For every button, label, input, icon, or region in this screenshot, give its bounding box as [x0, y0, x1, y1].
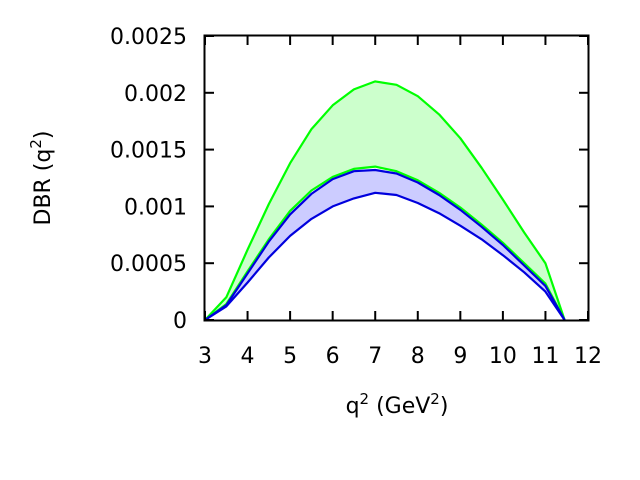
x-axis-label: q2 (GeV2) [346, 390, 449, 419]
x-tick-label: 4 [241, 344, 255, 369]
x-tick-label: 9 [453, 344, 467, 369]
y-axis-label: DBR (q2) [27, 130, 56, 225]
x-axis-label-var-sup: 2 [360, 390, 370, 408]
band-0-fill [205, 81, 565, 321]
ticks-layer [204, 35, 589, 321]
y-axis-label-sup: 2 [27, 139, 45, 149]
y-tick-label: 0.0005 [110, 252, 187, 277]
x-tick-label: 11 [531, 344, 559, 369]
x-axis-label-unit-sup: 2 [430, 390, 440, 408]
plot-frame [203, 34, 590, 322]
x-tick-label: 3 [198, 344, 212, 369]
band-0-upper-line [204, 80, 566, 321]
x-axis-label-unit-close: ) [440, 394, 449, 419]
x-tick-label: 5 [283, 344, 297, 369]
y-tick-label: 0.0015 [110, 139, 187, 164]
x-tick-label: 10 [489, 344, 517, 369]
x-tick-label: 12 [574, 344, 602, 369]
band-0-lower-line [204, 165, 566, 321]
band-1-upper-line [204, 168, 566, 321]
band-1-fill [205, 170, 565, 320]
y-axis-label-text: DBR (q [31, 149, 56, 226]
x-tick-label: 8 [411, 344, 425, 369]
x-axis-label-unit: (GeV [376, 394, 430, 419]
y-tick-label: 0.001 [124, 195, 187, 220]
x-tick-label: 7 [368, 344, 382, 369]
y-tick-label: 0.0025 [110, 25, 187, 50]
x-tick-labels: 3 4 5 6 7 8 9 10 11 12 [198, 344, 602, 369]
band-1-lower-line [204, 191, 566, 321]
y-tick-label: 0 [173, 309, 187, 334]
y-tick-labels: 0 0.0005 0.001 0.0015 0.002 0.0025 [110, 25, 187, 334]
x-tick-label: 6 [326, 344, 340, 369]
bands-layer [204, 80, 566, 321]
y-tick-label: 0.002 [124, 82, 187, 107]
y-axis-label-close: ) [31, 130, 56, 139]
x-axis-label-var: q [346, 394, 360, 419]
